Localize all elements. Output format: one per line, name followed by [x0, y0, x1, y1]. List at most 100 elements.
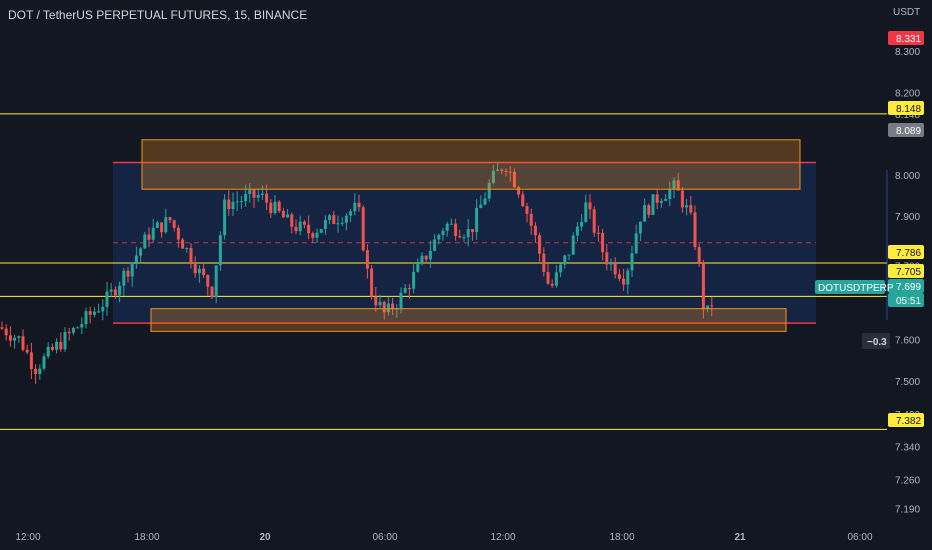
candle-56: [235, 191, 239, 211]
price-tag-label-2: 8.089: [896, 126, 921, 137]
candle-33: [139, 247, 143, 264]
candle-1: [4, 324, 8, 341]
candle-22: [92, 307, 96, 318]
candle-30: [126, 267, 130, 283]
candle-body-9: [38, 368, 42, 375]
candle-106: [445, 221, 449, 237]
candle-body-86: [361, 207, 365, 251]
candle-body-91: [382, 301, 386, 313]
candle-169: [710, 296, 714, 317]
candle-130: [546, 263, 550, 285]
candle-146: [613, 257, 617, 279]
candle-5: [21, 329, 25, 352]
candle-75: [315, 228, 319, 244]
candle-body-124: [521, 194, 525, 207]
candle-25: [105, 282, 109, 316]
candle-87: [365, 244, 369, 279]
candle-163: [685, 199, 689, 216]
candle-162: [680, 187, 684, 213]
candle-body-41: [172, 220, 176, 228]
candle-body-62: [260, 193, 264, 195]
candle-body-84: [353, 202, 357, 212]
candle-body-51: [214, 265, 218, 298]
candle-93: [391, 297, 395, 316]
candle-body-25: [105, 291, 109, 307]
horizontal-lines-layer: [0, 113, 887, 430]
candle-body-104: [437, 235, 441, 240]
candle-body-6: [25, 349, 29, 353]
candle-body-81: [340, 222, 344, 224]
candle-122: [512, 168, 516, 189]
y-tick-label-0: 8.300: [895, 47, 920, 58]
y-tick-label-9: 7.340: [895, 443, 920, 454]
y-tick-label-11: 7.190: [895, 505, 920, 516]
price-tag-bg-5: [888, 279, 924, 293]
candle-body-161: [676, 180, 680, 191]
candle-152: [638, 221, 642, 242]
candle-body-135: [567, 254, 571, 256]
candle-body-148: [622, 278, 626, 285]
candle-111: [466, 219, 470, 247]
candle-body-17: [71, 327, 75, 333]
candle-104: [437, 233, 441, 245]
candle-body-70: [294, 226, 298, 232]
candles-layer: [0, 162, 714, 384]
candle-body-43: [181, 239, 185, 249]
candle-body-58: [244, 194, 248, 202]
candle-118: [496, 162, 500, 172]
candle-body-169: [710, 305, 714, 307]
candle-body-159: [668, 188, 672, 200]
candle-body-18: [76, 327, 80, 329]
candle-16: [67, 327, 71, 341]
candle-body-28: [118, 285, 122, 296]
candle-73: [307, 215, 311, 240]
candle-70: [294, 219, 298, 235]
candle-body-31: [130, 262, 134, 277]
candle-140: [588, 194, 592, 219]
candle-77: [323, 215, 327, 235]
candle-71: [298, 215, 302, 236]
candle-6: [25, 344, 29, 355]
candle-113: [475, 199, 479, 240]
candle-126: [529, 208, 533, 235]
candle-143: [601, 228, 605, 261]
candle-26: [109, 282, 113, 298]
price-tags-layer: 8.331 8.148 8.089 7.786 7.705 7.699 05:51 7.382…: [815, 31, 924, 427]
candle-41: [172, 219, 176, 232]
candle-138: [580, 213, 584, 232]
candle-68: [286, 209, 290, 218]
candle-147: [617, 269, 621, 282]
candle-108: [454, 218, 458, 241]
candle-156: [655, 188, 659, 210]
candle-body-57: [239, 201, 243, 203]
candle-body-125: [525, 206, 529, 214]
candle-body-42: [176, 227, 180, 240]
chart-title: DOT / TetherUS PERPETUAL FUTURES, 15, BI…: [8, 8, 308, 22]
candle-body-140: [588, 202, 592, 210]
candle-body-30: [126, 270, 130, 277]
candle-body-33: [139, 248, 143, 256]
symbol-tag-label: DOTUSDTPERP: [818, 283, 894, 294]
candle-116: [487, 179, 491, 202]
candle-body-95: [399, 292, 403, 309]
candle-body-141: [592, 209, 596, 233]
candle-body-40: [168, 217, 172, 221]
candle-8: [34, 364, 38, 384]
candle-62: [260, 185, 264, 201]
candle-40: [168, 216, 172, 224]
candle-3: [13, 334, 17, 349]
candle-45: [189, 243, 193, 269]
candle-body-107: [449, 223, 453, 225]
candle-110: [462, 234, 466, 242]
price-tag-label-6: 05:51: [896, 296, 921, 307]
x-tick-label-4: 12:00: [490, 532, 515, 543]
candle-132: [554, 265, 558, 288]
candle-body-97: [407, 288, 411, 290]
candle-90: [378, 294, 382, 309]
candle-53: [223, 194, 227, 240]
price-tag-bg-7: [888, 413, 924, 427]
candle-54: [227, 190, 231, 216]
candle-body-165: [693, 212, 697, 248]
candle-101: [424, 255, 428, 264]
